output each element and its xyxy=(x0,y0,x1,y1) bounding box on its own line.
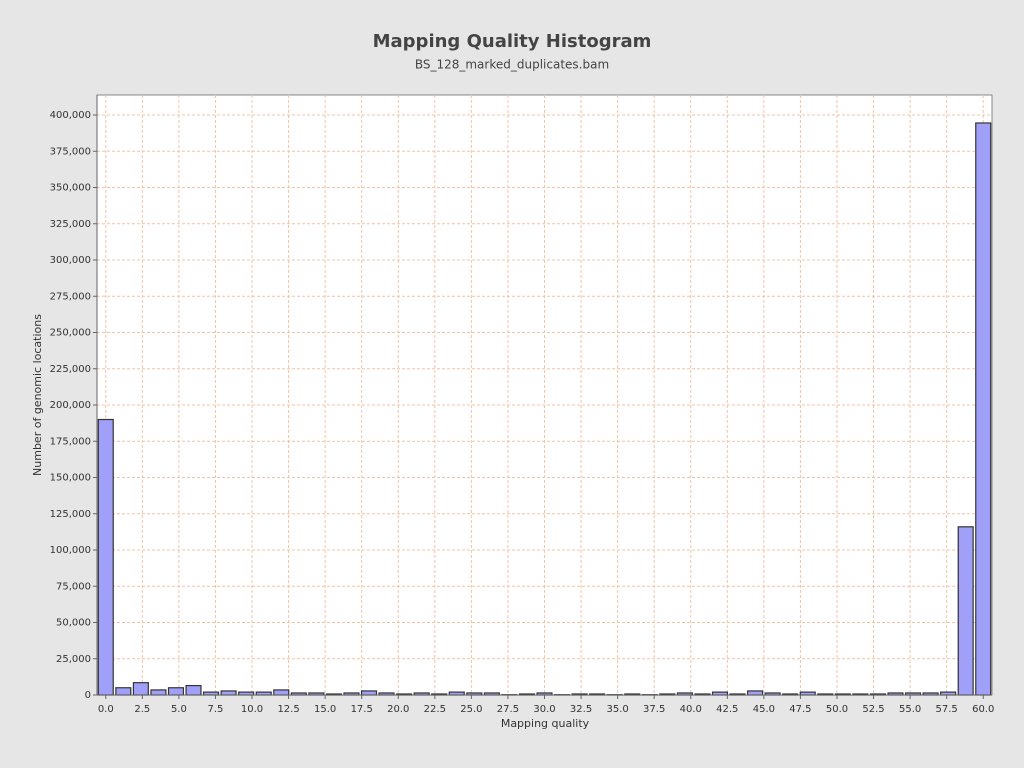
x-tick-label: 17.5 xyxy=(351,704,373,715)
x-tick-label: 42.5 xyxy=(716,704,738,715)
x-tick-label: 40.0 xyxy=(680,704,702,715)
y-tick-label: 25,000 xyxy=(56,654,91,665)
x-tick-label: 55.0 xyxy=(899,704,921,715)
y-tick-label: 275,000 xyxy=(50,291,91,302)
x-tick-label: 47.5 xyxy=(789,704,811,715)
x-tick-label: 57.5 xyxy=(936,704,958,715)
chart-subtitle: BS_128_marked_duplicates.bam xyxy=(415,58,609,72)
y-tick-label: 250,000 xyxy=(50,328,91,339)
bar xyxy=(150,689,167,696)
x-tick-label: 10.0 xyxy=(241,704,263,715)
x-tick-label: 2.5 xyxy=(134,704,150,715)
x-tick-label: 15.0 xyxy=(314,704,336,715)
x-tick-label: 27.5 xyxy=(497,704,519,715)
x-tick-label: 7.5 xyxy=(208,704,224,715)
y-tick-label: 100,000 xyxy=(50,545,91,556)
x-tick-label: 12.5 xyxy=(277,704,299,715)
bar xyxy=(975,122,992,696)
y-tick-label: 325,000 xyxy=(50,219,91,230)
bar xyxy=(167,687,185,696)
x-tick-label: 45.0 xyxy=(753,704,775,715)
y-tick-label: 0 xyxy=(85,690,91,701)
chart-title: Mapping Quality Histogram xyxy=(373,31,652,52)
bar xyxy=(360,690,378,696)
y-tick-label: 375,000 xyxy=(50,146,91,157)
bar xyxy=(97,418,114,696)
x-tick-label: 22.5 xyxy=(424,704,446,715)
x-tick-label: 32.5 xyxy=(570,704,592,715)
bar xyxy=(132,682,149,696)
x-tick-label: 5.0 xyxy=(171,704,187,715)
y-tick-label: 75,000 xyxy=(56,581,91,592)
x-tick-label: 52.5 xyxy=(862,704,884,715)
y-tick-label: 150,000 xyxy=(50,473,91,484)
x-tick-label: 20.0 xyxy=(387,704,409,715)
bar xyxy=(957,526,974,696)
y-tick-label: 175,000 xyxy=(50,436,91,447)
y-tick-label: 300,000 xyxy=(50,255,91,266)
y-tick-label: 200,000 xyxy=(50,400,91,411)
x-tick-label: 0.0 xyxy=(98,704,114,715)
y-tick-label: 125,000 xyxy=(50,509,91,520)
x-axis-label: Mapping quality xyxy=(501,717,590,730)
x-tick-label: 60.0 xyxy=(972,704,994,715)
bar xyxy=(185,684,202,696)
y-axis-label: Number of genomic locations xyxy=(31,314,44,476)
x-tick-label: 37.5 xyxy=(643,704,665,715)
bar xyxy=(273,689,290,696)
y-tick-label: 400,000 xyxy=(50,110,91,121)
x-tick-label: 25.0 xyxy=(460,704,482,715)
x-tick-label: 35.0 xyxy=(606,704,628,715)
bar xyxy=(115,687,132,696)
bar xyxy=(747,690,764,696)
x-tick-label: 50.0 xyxy=(826,704,848,715)
x-tick-label: 30.0 xyxy=(533,704,555,715)
y-tick-label: 50,000 xyxy=(56,618,91,629)
y-tick-label: 225,000 xyxy=(50,364,91,375)
bar xyxy=(220,690,237,696)
y-tick-label: 350,000 xyxy=(50,183,91,194)
